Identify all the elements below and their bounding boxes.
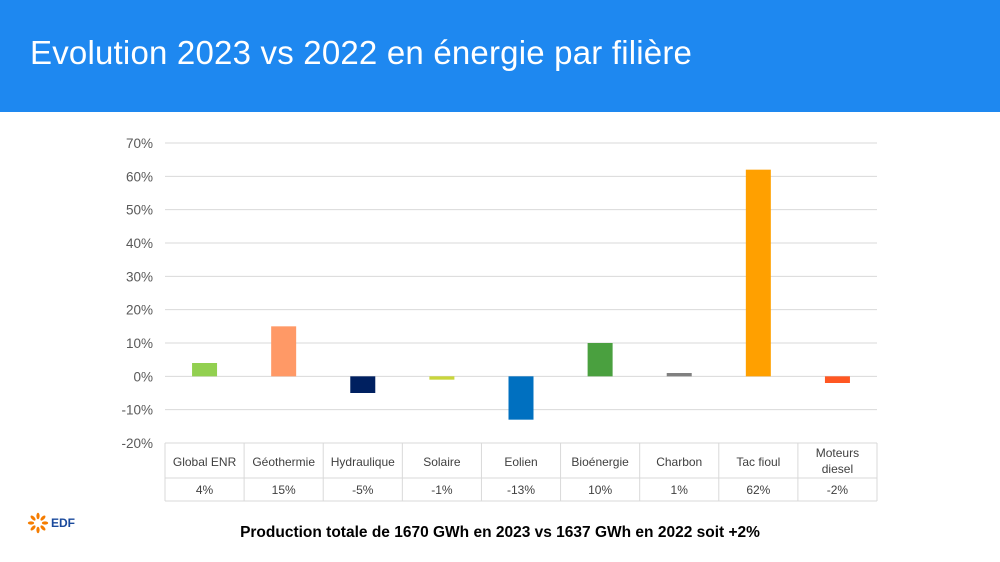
y-tick-label: -20% [121, 436, 153, 451]
edf-logo-text: EDF [51, 516, 75, 530]
bar [508, 376, 534, 420]
sun-ray [27, 521, 35, 525]
bar [350, 376, 376, 393]
data-table-value: -1% [431, 483, 453, 497]
y-tick-label: 0% [133, 369, 153, 384]
data-table-value: 1% [671, 483, 689, 497]
y-tick-label: 20% [126, 303, 153, 318]
y-tick-label: 30% [126, 269, 153, 284]
sun-ray [30, 525, 36, 531]
category-label: Eolien [504, 455, 537, 469]
y-tick-label: 10% [126, 336, 153, 351]
sun-ray [30, 515, 36, 521]
bar [192, 363, 218, 377]
category-label: Tac fioul [736, 455, 780, 469]
category-label: Global ENR [173, 455, 237, 469]
data-table-value: -5% [352, 483, 374, 497]
category-label: Charbon [656, 455, 702, 469]
bar [745, 169, 771, 377]
y-tick-label: -10% [121, 403, 153, 418]
category-label: Géothermie [252, 455, 315, 469]
edf-logo: EDF [27, 512, 75, 534]
sun-ray [41, 521, 49, 525]
category-label: diesel [822, 462, 853, 476]
sun-ray [36, 526, 40, 534]
bar [429, 376, 455, 380]
data-table-value: -2% [827, 483, 849, 497]
sun-ray [40, 525, 46, 531]
bar [587, 343, 613, 377]
y-tick-label: 50% [126, 203, 153, 218]
data-table-value: 4% [196, 483, 214, 497]
data-table-value: 10% [588, 483, 612, 497]
bar [271, 326, 297, 377]
category-label: Solaire [423, 455, 461, 469]
sun-ray [36, 512, 40, 520]
bar [824, 376, 850, 383]
category-label: Hydraulique [331, 455, 395, 469]
sun-ray [40, 515, 46, 521]
category-label: Bioénergie [571, 455, 629, 469]
edf-sun-icon [27, 512, 49, 534]
slide-header: Evolution 2023 vs 2022 en énergie par fi… [0, 0, 1000, 112]
bar-chart: -20% -10% 0% 10% 20% 30% 40% 50% 60% 70% Global EN… [121, 136, 878, 502]
y-tick-label: 60% [126, 169, 153, 184]
data-table-value: -13% [507, 483, 535, 497]
bar [666, 373, 692, 377]
data-table-value: 62% [746, 483, 770, 497]
slide-title: Evolution 2023 vs 2022 en énergie par fi… [30, 34, 693, 71]
production-summary: Production totale de 1670 GWh en 2023 vs… [240, 524, 760, 541]
y-tick-label: 40% [126, 236, 153, 251]
data-table-value: 15% [272, 483, 296, 497]
category-label: Moteurs [816, 446, 859, 460]
y-tick-label: 70% [126, 136, 153, 151]
